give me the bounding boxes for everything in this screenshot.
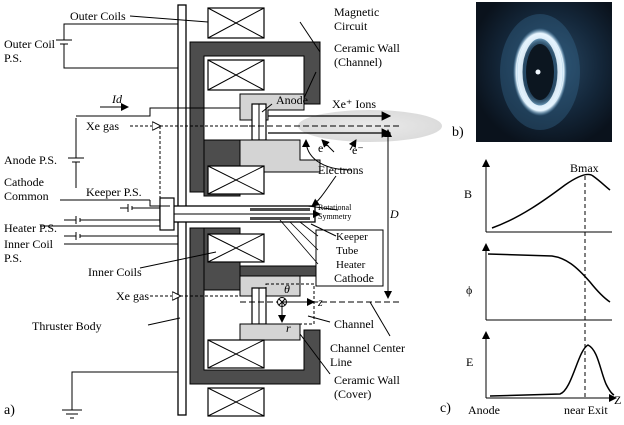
label-panel-a: a)	[4, 403, 15, 418]
label-near-exit: near Exit	[564, 403, 608, 417]
b-profile-curve	[491, 173, 611, 229]
label-anode-bottom: Anode	[468, 403, 500, 417]
e-profile-curve	[489, 344, 615, 397]
label-channel-center-line-1: Channel Center	[330, 341, 405, 355]
label-magnetic-circuit-1: Magnetic	[334, 5, 379, 19]
label-ceramic-wall-cover-2: (Cover)	[334, 387, 371, 401]
label-r: r	[286, 321, 291, 335]
label-electrons: Electrons	[318, 163, 364, 177]
label-keeper-ps: Keeper P.S.	[86, 185, 142, 199]
label-rotational-symmetry-1: Rotational	[318, 203, 352, 212]
label-ceramic-wall-channel-1: Ceramic Wall	[334, 41, 400, 55]
label-ceramic-wall-cover-1: Ceramic Wall	[334, 373, 400, 387]
profile-plots: B Bmax ϕ E Z Anode near Exit c)	[440, 159, 621, 417]
label-cathode: Cathode	[334, 271, 374, 285]
label-b-axis: B	[464, 187, 472, 201]
label-panel-b: b)	[452, 125, 464, 140]
label-z: z	[317, 295, 323, 309]
labels-panel-a: Outer Coils Outer Coil P.S. Magnetic Cir…	[4, 5, 405, 418]
label-anode-ps: Anode P.S.	[4, 153, 57, 167]
magnetic-circuit-lower	[189, 227, 321, 385]
label-inner-coil-ps-1: Inner Coil	[4, 237, 54, 251]
label-outer-coil-ps-2: P.S.	[4, 51, 22, 65]
label-channel: Channel	[334, 317, 375, 331]
label-panel-c: c)	[440, 401, 451, 416]
magnetic-circuit-upper	[189, 41, 321, 193]
label-magnetic-circuit-2: Circuit	[334, 19, 368, 33]
label-outer-coil-ps-1: Outer Coil	[4, 37, 56, 51]
label-anode: Anode	[276, 93, 308, 107]
ceramic-wall-lower	[239, 275, 301, 297]
ceramic-wall-cover	[239, 323, 301, 341]
thruster-photo: b)	[452, 2, 612, 142]
label-electron-1: e⁻	[318, 141, 330, 155]
label-electron-2: e⁻	[352, 143, 364, 157]
label-e-axis: E	[466, 355, 473, 369]
label-z-axis: Z	[614, 393, 621, 407]
label-thruster-body: Thruster Body	[32, 319, 102, 333]
wiring	[40, 15, 391, 419]
label-heater-ps: Heater P.S.	[4, 221, 57, 235]
label-bmax: Bmax	[570, 161, 599, 175]
heater-coil	[250, 208, 310, 211]
label-xe-gas-top: Xe gas	[86, 119, 119, 133]
label-xe-ions: Xe⁺ Ions	[332, 97, 376, 111]
label-rotational-symmetry-2: Symmetry	[318, 212, 351, 221]
label-inner-coil-ps-2: P.S.	[4, 251, 22, 265]
label-heater: Heater	[336, 259, 366, 271]
thruster-cross-section: Outer Coils Outer Coil P.S. Magnetic Cir…	[4, 4, 442, 419]
label-cathode-common-2: Common	[4, 189, 49, 203]
label-outer-coils: Outer Coils	[70, 9, 126, 23]
label-cathode-common-1: Cathode	[4, 175, 44, 189]
label-xe-gas-bottom: Xe gas	[116, 289, 149, 303]
label-ceramic-wall-channel-2: (Channel)	[334, 55, 382, 69]
label-d: D	[389, 207, 399, 221]
label-channel-center-line-2: Line	[330, 355, 352, 369]
label-phi-axis: ϕ	[466, 283, 472, 297]
label-id: Id	[111, 92, 123, 106]
label-inner-coils: Inner Coils	[88, 265, 142, 279]
label-theta: θ	[284, 282, 290, 296]
label-keeper: Keeper	[336, 231, 368, 243]
label-tube: Tube	[336, 245, 358, 257]
cathode-components-box	[315, 229, 384, 287]
phi-profile-curve	[487, 253, 611, 303]
